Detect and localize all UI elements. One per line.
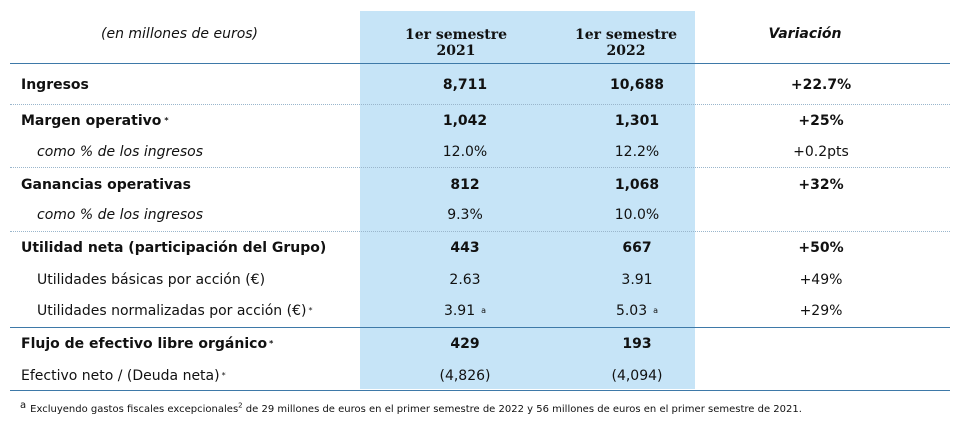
row-divider — [10, 104, 950, 105]
row-label: como % de los ingresos — [37, 144, 203, 160]
footnote: a Excluyendo gastos fiscales excepcionale… — [20, 400, 802, 415]
row-label: Utilidades básicas por acción (€) — [37, 272, 266, 288]
value-2021: 2.63 — [449, 272, 481, 288]
value-variacion — [716, 200, 926, 230]
table-bottom-rule — [10, 390, 950, 391]
value-text: 3.91 — [443, 303, 476, 319]
row-divider — [10, 231, 950, 232]
table-row: Ganancias operativas 812 1,068 +32% — [10, 171, 950, 199]
table-row: Utilidades normalizadas por acción (€) * … — [10, 296, 950, 326]
table-row: como % de los ingresos 9.3% 10.0% — [10, 200, 950, 230]
value-2021: 443 — [450, 240, 480, 256]
value-2021: 812 — [450, 177, 480, 193]
value-variacion: +25% — [798, 113, 844, 129]
value-2022: 12.2% — [614, 144, 660, 160]
value-2021: 1,042 — [442, 113, 488, 129]
row-label-text: Efectivo neto / (Deuda neta) — [21, 368, 220, 384]
highlight-column-band — [360, 11, 695, 389]
footnote-letter: a — [20, 399, 27, 411]
table-row: Margen operativo * 1,042 1,301 +25% — [10, 107, 950, 135]
row-label: Flujo de efectivo libre orgánico * — [21, 336, 274, 352]
column-header-variacion: Variación — [768, 26, 842, 42]
value-2022: 1,301 — [614, 113, 660, 129]
table-row: como % de los ingresos 12.0% 12.2% +0.2p… — [10, 137, 950, 167]
footnote-text-1: Excluyendo gastos fiscales excepcionales — [30, 404, 239, 415]
value-variacion: +32% — [798, 177, 844, 193]
row-divider — [10, 167, 950, 168]
row-label: Utilidad neta (participación del Grupo) — [21, 240, 327, 256]
value-2022: (4,094) — [611, 368, 663, 384]
value-2021: 3.91 a — [443, 303, 487, 319]
column-header-2022-line2: 2022 — [606, 43, 646, 59]
row-label: Utilidades normalizadas por acción (€) * — [37, 303, 313, 319]
value-2021: 9.3% — [447, 207, 483, 223]
value-variacion: +50% — [798, 240, 844, 256]
value-variacion — [716, 330, 926, 358]
value-2022: 667 — [622, 240, 652, 256]
row-label: Efectivo neto / (Deuda neta) * — [21, 368, 226, 384]
header-rule — [10, 63, 950, 64]
value-2022: 10.0% — [614, 207, 660, 223]
column-header-2021: 1er semestre 2021 — [370, 27, 542, 59]
row-label-text: Flujo de efectivo libre orgánico — [21, 336, 268, 352]
table-row: Efectivo neto / (Deuda neta) * (4,826) (4… — [10, 361, 950, 391]
value-variacion: +0.2pts — [793, 144, 849, 160]
column-header-2021-line1: 1er semestre — [404, 27, 508, 43]
row-label-text: Utilidades normalizadas por acción (€) — [37, 303, 307, 319]
table-row: Utilidad neta (participación del Grupo) … — [10, 234, 950, 262]
row-label: Margen operativo * — [21, 113, 169, 129]
value-text: 5.03 — [615, 303, 648, 319]
column-header-2022-line1: 1er semestre — [574, 27, 678, 43]
value-2022: 3.91 — [621, 272, 653, 288]
column-header-2022: 1er semestre 2022 — [540, 27, 712, 59]
table-row: Flujo de efectivo libre orgánico * 429 19… — [10, 330, 950, 358]
value-variacion: +49% — [799, 272, 843, 288]
row-label-text: Margen operativo — [21, 113, 162, 129]
table-row: Utilidades básicas por acción (€) 2.63 3… — [10, 265, 950, 295]
footnote-text-2: de 29 millones de euros en el primer sem… — [242, 404, 802, 415]
table-row: Ingresos 8,711 10,688 +22.7% — [10, 68, 950, 102]
row-label: Ganancias operativas — [21, 177, 191, 193]
value-2022: 10,688 — [609, 77, 665, 93]
row-label: Ingresos — [21, 77, 89, 93]
footnote-number: 2 — [238, 401, 243, 410]
value-2021: (4,826) — [439, 368, 491, 384]
value-2021: 429 — [450, 336, 480, 352]
value-2021: 12.0% — [442, 144, 488, 160]
row-label: como % de los ingresos — [37, 207, 203, 223]
section-rule — [10, 327, 950, 328]
value-2021: 8,711 — [442, 77, 488, 93]
value-variacion — [716, 361, 926, 391]
value-2022: 5.03 a — [615, 303, 659, 319]
value-variacion: +22.7% — [790, 77, 852, 93]
column-header-2021-line2: 2021 — [436, 43, 476, 59]
value-2022: 193 — [622, 336, 652, 352]
units-label: (en millones de euros) — [101, 26, 259, 42]
value-2022: 1,068 — [614, 177, 660, 193]
value-variacion: +29% — [799, 303, 843, 319]
